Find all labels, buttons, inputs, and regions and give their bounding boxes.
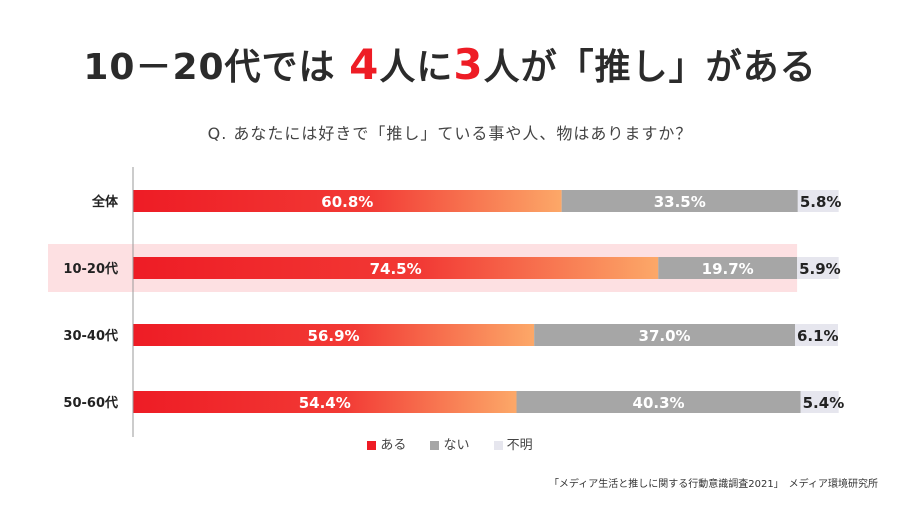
bar-fumei-all xyxy=(797,190,839,212)
value-label-fumei-50-60: 5.4% xyxy=(803,394,845,412)
bar-nai-30-40 xyxy=(534,324,795,346)
bar-fumei-30-40 xyxy=(794,324,838,346)
title-number-4: 4 xyxy=(349,40,380,89)
category-label-all: 全体 xyxy=(91,194,119,210)
bar-aru-50-60 xyxy=(133,391,517,413)
title-mid-2: 人 xyxy=(483,47,521,88)
legend-label-aru: ある xyxy=(380,438,407,453)
value-label-fumei-10-20: 5.9% xyxy=(799,260,841,278)
value-label-nai-all: 33.5% xyxy=(654,193,706,211)
legend-swatch-nai xyxy=(430,441,440,450)
value-label-aru-50-60: 54.4% xyxy=(299,394,351,412)
value-label-fumei-all: 5.8% xyxy=(800,193,842,211)
legend-label-fumei: 不明 xyxy=(506,438,533,453)
bar-nai-all xyxy=(561,190,798,212)
bar-aru-10-20 xyxy=(133,257,659,279)
legend-swatch-aru xyxy=(367,441,377,450)
bar-aru-30-40 xyxy=(133,324,535,346)
legend-item-fumei: 不明 xyxy=(493,434,533,453)
value-label-aru-30-40: 56.9% xyxy=(308,327,360,345)
source-credit: 「メディア生活と推しに関する行動意識調査2021」 メディア環境研究所 xyxy=(548,479,878,490)
title-prefix: 10－20代では xyxy=(83,47,336,88)
legend-swatch-fumei xyxy=(493,441,503,450)
bar-aru-all xyxy=(133,190,562,212)
chart-title: 10－20代では 4人に3人が「推し」がある xyxy=(0,38,900,90)
bar-nai-50-60 xyxy=(516,391,801,413)
value-label-aru-all: 60.8% xyxy=(321,193,373,211)
category-label-50-60: 50-60代 xyxy=(63,395,118,411)
survey-question: Q. あなたには好きで「推し」ている事や人、物はありますか？ xyxy=(207,124,693,143)
legend: ある ない 不明 xyxy=(0,434,900,453)
legend-item-aru: ある xyxy=(367,434,406,453)
value-label-aru-10-20: 74.5% xyxy=(370,260,422,278)
category-label-30-40: 30-40代 xyxy=(63,328,118,344)
bar-nai-10-20 xyxy=(658,257,798,279)
title-mid-1: 人に xyxy=(379,47,454,88)
title-number-3: 3 xyxy=(453,40,484,89)
bar-fumei-10-20 xyxy=(797,257,839,279)
legend-item-nai: ない xyxy=(430,434,470,453)
bar-fumei-50-60 xyxy=(800,391,839,413)
value-label-nai-10-20: 19.7% xyxy=(702,260,754,278)
title-suffix: が「推し」がある xyxy=(520,47,817,88)
legend-label-nai: ない xyxy=(443,438,470,453)
category-label-10-20: 10-20代 xyxy=(63,261,118,277)
value-label-fumei-30-40: 6.1% xyxy=(797,327,839,345)
value-label-nai-30-40: 37.0% xyxy=(639,327,691,345)
value-label-nai-50-60: 40.3% xyxy=(633,394,685,412)
